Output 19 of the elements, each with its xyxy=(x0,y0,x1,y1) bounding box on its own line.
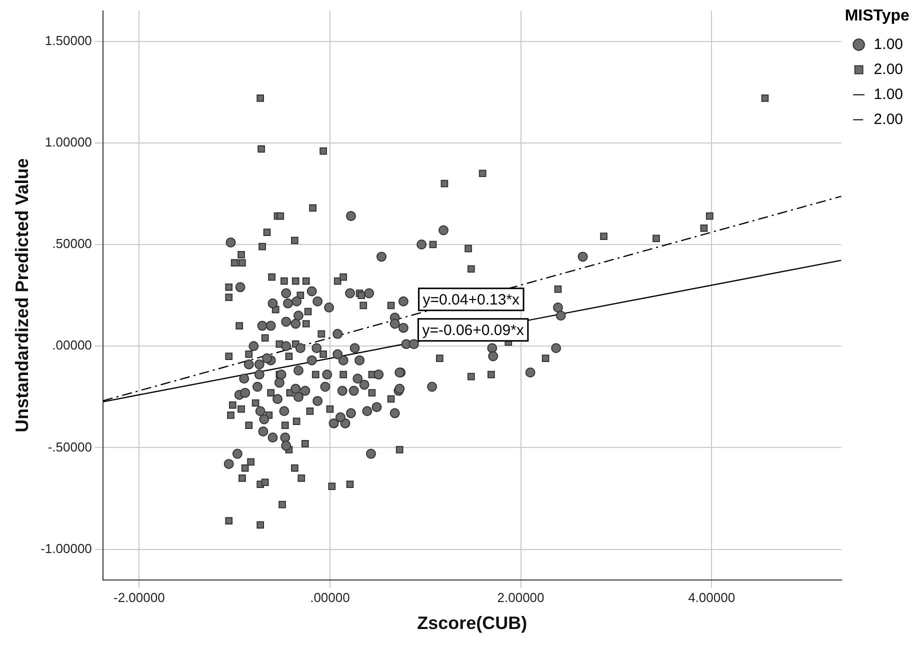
x-tick-label: .00000 xyxy=(310,590,350,606)
y-tick-label: 1.50000 xyxy=(44,32,92,48)
y-tick-label: .50000 xyxy=(52,236,92,252)
x-axis-title: Zscore(CUB) xyxy=(417,613,528,634)
x-tick-label: -2.00000 xyxy=(114,590,165,606)
y-axis-title: Unstandardized Predicted Value xyxy=(12,158,32,432)
x-tick-label: 4.00000 xyxy=(688,590,736,606)
y-tick-label: -1.00000 xyxy=(40,540,92,556)
x-tick-label: 2.00000 xyxy=(497,590,544,606)
y-tick-label: .00000 xyxy=(52,338,92,353)
y-tick-label: -.50000 xyxy=(48,439,92,454)
legend-label: 1.00 xyxy=(874,86,904,103)
legend-label: 2.00 xyxy=(874,110,904,128)
legend-label: 2.00 xyxy=(874,60,904,78)
annotation: y=0.04+0.13*x xyxy=(422,292,520,309)
legend-title: MISType xyxy=(844,7,910,24)
y-tick-label: 1.00000 xyxy=(44,134,92,150)
annotation: y=-0.06+0.09*x xyxy=(422,322,524,339)
legend-label: 1.00 xyxy=(874,36,904,53)
